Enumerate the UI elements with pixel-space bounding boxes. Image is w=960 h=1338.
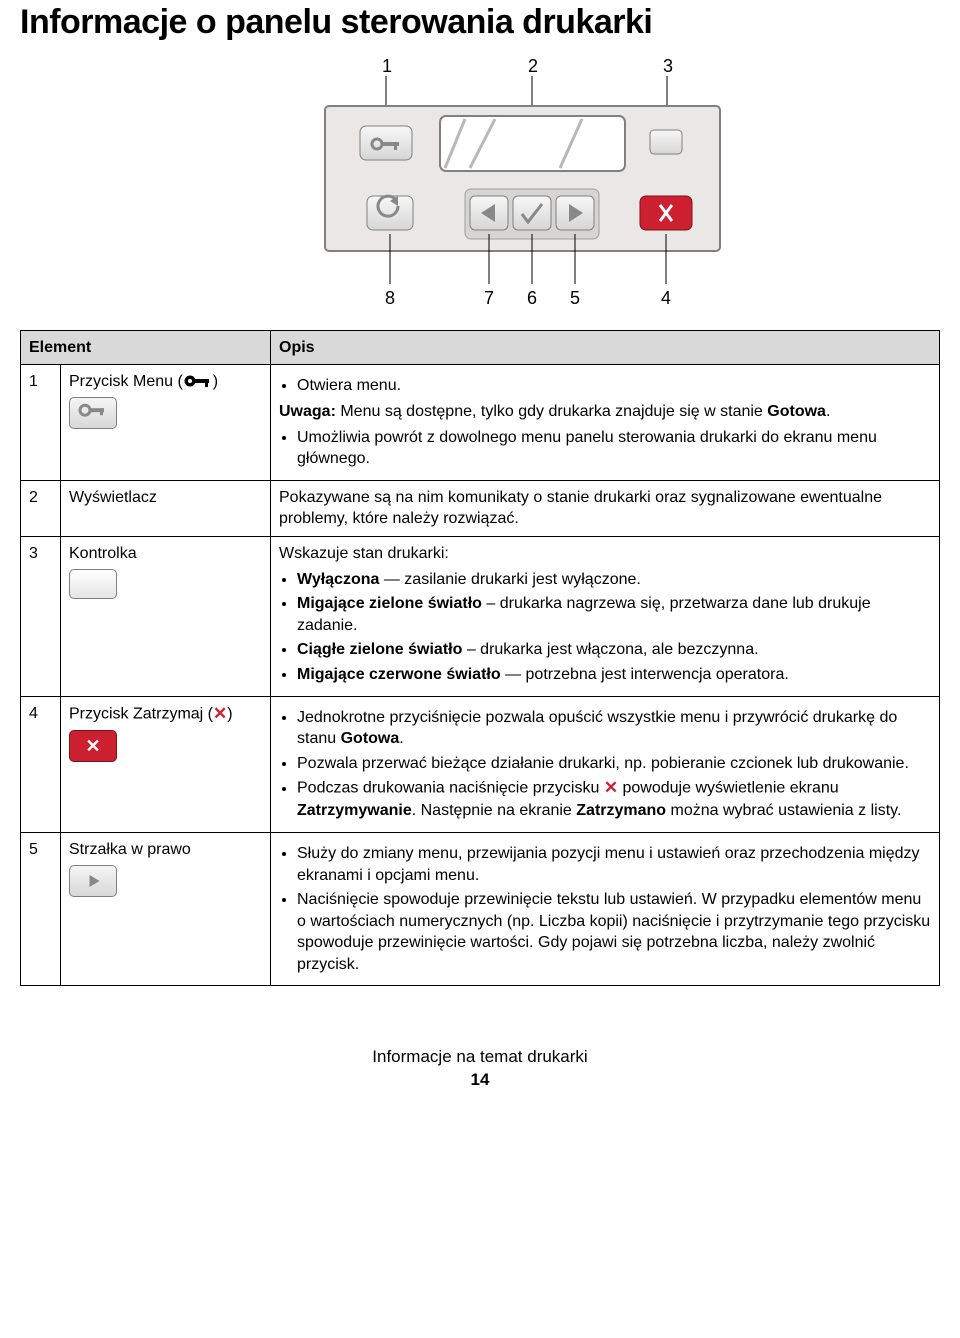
- row-desc: Otwiera menu. Uwaga: Menu są dostępne, t…: [271, 365, 940, 480]
- svg-text:2: 2: [528, 56, 538, 76]
- row-name-prefix: Przycisk Zatrzymaj (: [69, 705, 213, 722]
- bullet: Umożliwia powrót z dowolnego menu panelu…: [297, 427, 931, 470]
- svg-text:4: 4: [661, 288, 671, 308]
- note-bold: Gotowa: [767, 403, 826, 420]
- x-icon: ✕: [213, 703, 227, 726]
- bullet: Pozwala przerwać bieżące działanie druka…: [297, 753, 931, 775]
- bullet: Migające zielone światło – drukarka nagr…: [297, 593, 931, 636]
- row-num: 4: [21, 696, 61, 832]
- row-name: Przycisk Zatrzymaj (✕) ✕: [61, 696, 271, 832]
- menu-button-icon: [69, 397, 117, 429]
- bullet: Podczas drukowania naciśnięcie przycisku…: [297, 777, 931, 822]
- r: — potrzebna jest interwencja operatora.: [501, 666, 789, 683]
- b: Gotowa: [341, 730, 400, 747]
- r: — zasilanie drukarki jest wyłączone.: [379, 571, 640, 588]
- row-name: Wyświetlacz: [61, 480, 271, 536]
- page-title: Informacje o panelu sterowania drukarki: [20, 0, 940, 46]
- row-name-text: Strzałka w prawo: [69, 841, 191, 858]
- indicator-light-icon: [69, 569, 117, 599]
- key-icon: [183, 373, 213, 395]
- row-num: 2: [21, 480, 61, 536]
- svg-text:5: 5: [570, 288, 580, 308]
- b: Ciągłe zielone światło: [297, 641, 462, 658]
- bullet: Wyłączona — zasilanie drukarki jest wyłą…: [297, 569, 931, 591]
- a: .: [399, 730, 403, 747]
- row-name-prefix: Przycisk Menu (: [69, 374, 183, 391]
- svg-text:1: 1: [382, 56, 392, 76]
- page-number: 14: [20, 1069, 940, 1092]
- bullet: Jednokrotne przyciśnięcie pozwala opuści…: [297, 707, 931, 750]
- row-num: 1: [21, 365, 61, 480]
- note: Uwaga: Menu są dostępne, tylko gdy druka…: [279, 401, 931, 423]
- svg-text:3: 3: [663, 56, 673, 76]
- bullet: Ciągłe zielone światło – drukarka jest w…: [297, 639, 931, 661]
- row-name: Strzałka w prawo: [61, 832, 271, 986]
- r: – drukarka jest włączona, ale bezczynna.: [462, 641, 758, 658]
- table-header-element: Element: [21, 330, 271, 365]
- svg-text:6: 6: [527, 288, 537, 308]
- lead-text: Wskazuje stan drukarki:: [279, 543, 931, 565]
- svg-text:8: 8: [385, 288, 395, 308]
- m: powoduje wyświetlenie ekranu: [618, 780, 839, 797]
- row-desc: Pokazywane są na nim komunikaty o stanie…: [271, 480, 940, 536]
- control-panel-diagram: 1 2 3 8 7 6 5 4: [20, 56, 940, 316]
- m2: . Następnie na ekranie: [412, 802, 577, 819]
- row-name: Kontrolka: [61, 537, 271, 697]
- row-name-suffix: ): [227, 705, 232, 722]
- note-text: Menu są dostępne, tylko gdy drukarka zna…: [336, 403, 767, 420]
- bullet: Naciśnięcie spowoduje przewinięcie tekst…: [297, 889, 931, 975]
- b: Migające zielone światło: [297, 595, 482, 612]
- right-arrow-button-icon: [69, 865, 117, 897]
- bullet: Otwiera menu.: [297, 375, 931, 397]
- b: Wyłączona: [297, 571, 379, 588]
- note-label: Uwaga:: [279, 403, 336, 420]
- table-row: 4 Przycisk Zatrzymaj (✕) ✕ Jednokrotne p…: [21, 696, 940, 832]
- b2: Zatrzymano: [576, 802, 666, 819]
- row-desc: Służy do zmiany menu, przewijania pozycj…: [271, 832, 940, 986]
- row-desc: Wskazuje stan drukarki: Wyłączona — zasi…: [271, 537, 940, 697]
- b: Migające czerwone światło: [297, 666, 501, 683]
- tl: można wybrać ustawienia z listy.: [666, 802, 901, 819]
- note-after: .: [826, 403, 830, 420]
- stop-button-icon: ✕: [69, 730, 117, 762]
- bullet: Służy do zmiany menu, przewijania pozycj…: [297, 843, 931, 886]
- row-num: 3: [21, 537, 61, 697]
- table-row: 3 Kontrolka Wskazuje stan drukarki: Wyłą…: [21, 537, 940, 697]
- row-name-suffix: ): [213, 374, 218, 391]
- bullet: Migające czerwone światło — potrzebna je…: [297, 664, 931, 686]
- b: Zatrzymywanie: [297, 802, 412, 819]
- row-name-text: Kontrolka: [69, 545, 137, 562]
- t: Podczas drukowania naciśnięcie przycisku: [297, 780, 604, 797]
- table-header-opis: Opis: [271, 330, 940, 365]
- table-row: 1 Przycisk Menu () Otwiera menu. Uwaga: …: [21, 365, 940, 480]
- table-row: 2 Wyświetlacz Pokazywane są na nim komun…: [21, 480, 940, 536]
- row-num: 5: [21, 832, 61, 986]
- row-desc: Jednokrotne przyciśnięcie pozwala opuści…: [271, 696, 940, 832]
- footer-text: Informacje na temat drukarki: [20, 1046, 940, 1069]
- table-row: 5 Strzałka w prawo Służy do zmiany menu,…: [21, 832, 940, 986]
- element-description-table: Element Opis 1 Przycisk Menu () Otwiera …: [20, 330, 940, 987]
- row-name: Przycisk Menu (): [61, 365, 271, 480]
- svg-text:7: 7: [484, 288, 494, 308]
- x-icon: ✕: [604, 777, 618, 800]
